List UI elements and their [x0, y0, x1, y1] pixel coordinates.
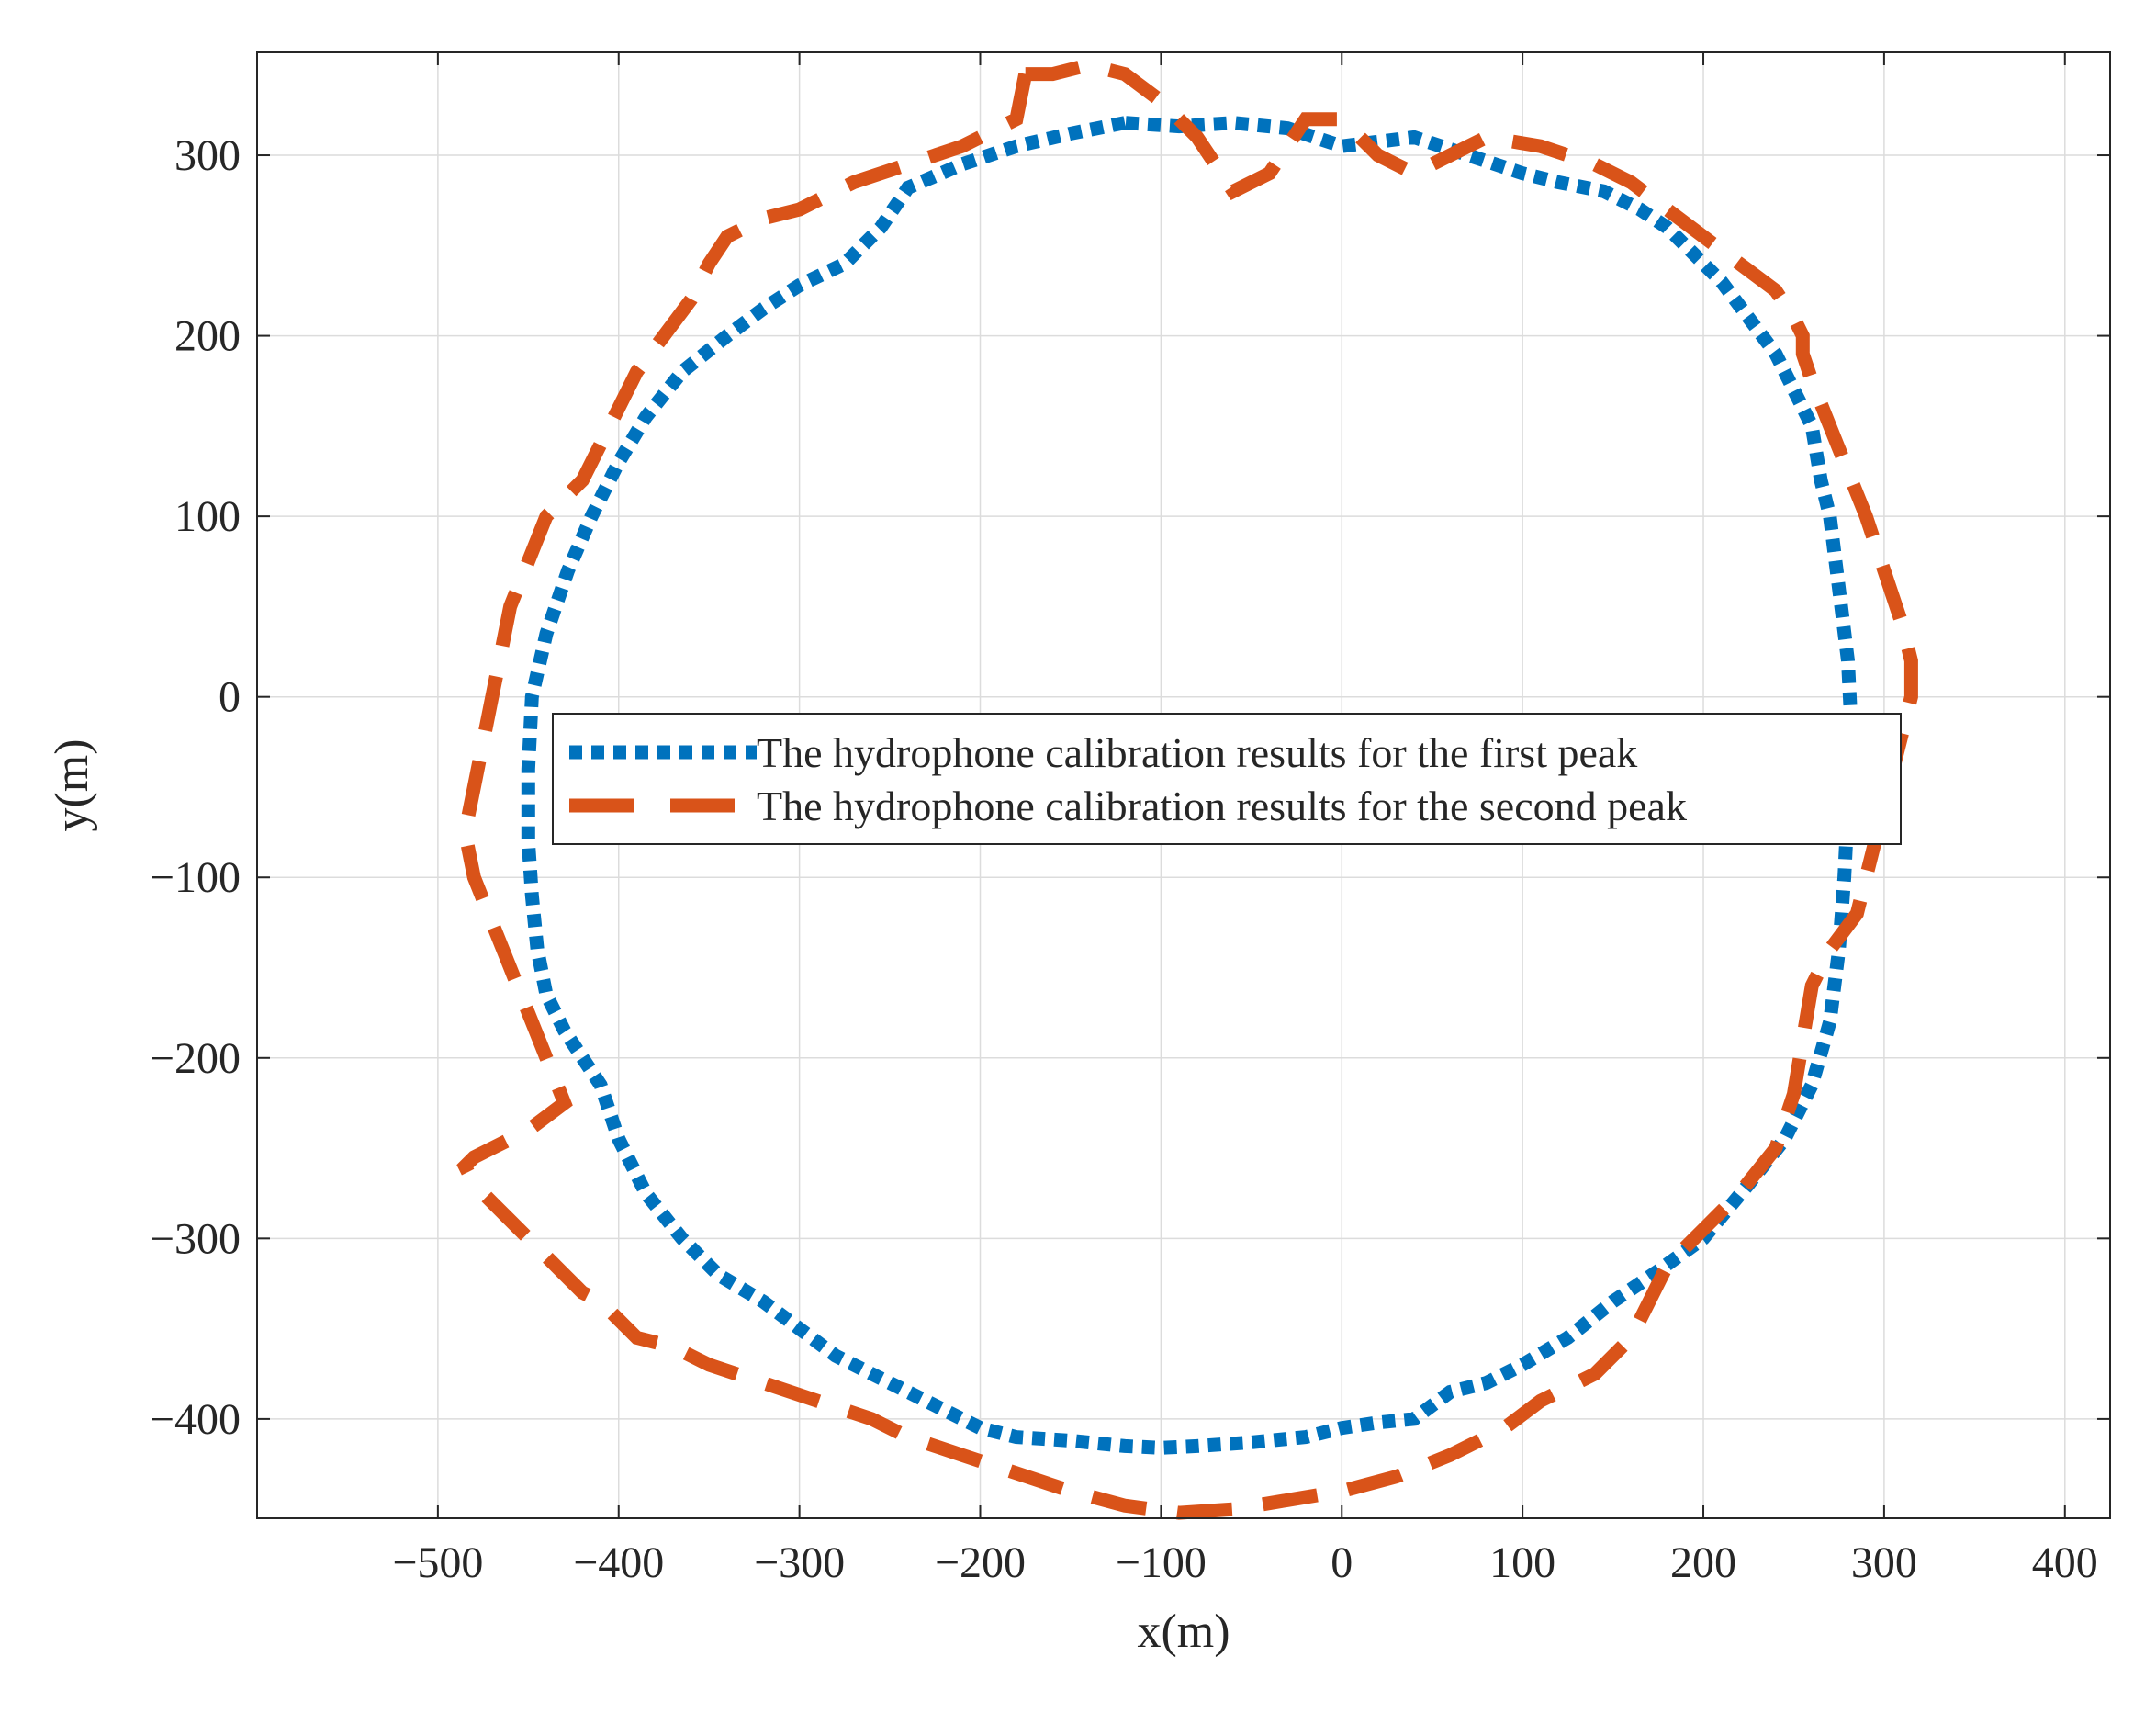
y-tick-label: 0 [219, 673, 241, 722]
legend: The hydrophone calibration results for t… [552, 713, 1902, 845]
y-tick-label: 100 [174, 492, 241, 541]
x-tick-label: 300 [1851, 1538, 1917, 1587]
grid-layer [257, 52, 2110, 1518]
x-tick-label: 100 [1489, 1538, 1555, 1587]
y-tick-label: 300 [174, 131, 241, 180]
x-tick-label: −100 [1116, 1538, 1207, 1587]
axes-frame [256, 51, 2111, 1519]
x-tick-label: −500 [392, 1538, 483, 1587]
x-tick-label: −400 [573, 1538, 664, 1587]
x-tick-label: 200 [1670, 1538, 1736, 1587]
legend-label-first-peak: The hydrophone calibration results for t… [757, 729, 1637, 776]
y-tick-label: −200 [150, 1034, 241, 1083]
tick-layer: −500 −400 −300 −200 −100 0 100 200 300 400 −400 −30… [150, 52, 2110, 1587]
y-tick-label: −400 [150, 1395, 241, 1444]
x-tick-label: −300 [754, 1538, 845, 1587]
legend-box [552, 713, 1902, 845]
legend-label-second-peak: The hydrophone calibration results for t… [757, 783, 1687, 829]
x-tick-label: 400 [2032, 1538, 2098, 1587]
x-tick-label: −200 [935, 1538, 1026, 1587]
y-axis-label: y(m) [46, 738, 98, 831]
y-tick-label: −100 [150, 853, 241, 902]
series-layer [456, 58, 1918, 1520]
y-tick-label: −300 [150, 1214, 241, 1263]
x-tick-label: 0 [1331, 1538, 1353, 1587]
x-axis-label: x(m) [1137, 1606, 1230, 1658]
series-line-second-peak [456, 58, 1918, 1520]
y-tick-label: 200 [174, 312, 241, 361]
series-line-first-peak [521, 116, 1859, 1455]
